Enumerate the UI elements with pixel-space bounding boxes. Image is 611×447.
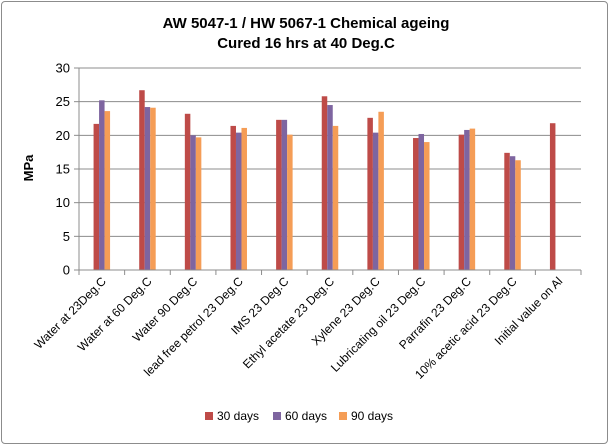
bar	[104, 111, 111, 271]
legend-item: 30 days	[205, 409, 259, 423]
bar	[378, 111, 384, 271]
y-tick-label: 30	[56, 61, 70, 76]
y-tick-label: 15	[56, 162, 70, 177]
bar	[464, 129, 470, 270]
bar	[230, 125, 236, 270]
bar	[99, 100, 105, 270]
bar	[418, 133, 425, 270]
y-tick-label: 10	[56, 195, 70, 210]
bar	[327, 105, 333, 271]
legend-item: 60 days	[273, 409, 327, 423]
bar	[144, 107, 151, 270]
bar	[321, 96, 328, 270]
bar	[184, 113, 191, 270]
legend-label: 60 days	[285, 409, 327, 423]
legend-label: 90 days	[351, 409, 393, 423]
bar	[424, 142, 430, 270]
bar	[150, 107, 156, 270]
bar	[458, 134, 465, 270]
y-tick-label: 5	[63, 229, 70, 244]
bar	[235, 132, 242, 270]
bar	[549, 123, 556, 270]
bar	[469, 128, 476, 270]
legend-label: 30 days	[217, 409, 259, 423]
y-tick-labels: 0 5 10 15 20 25 30	[56, 61, 70, 278]
y-tick-label: 0	[63, 263, 70, 278]
legend-item: 90 days	[339, 409, 393, 423]
bar	[504, 152, 510, 270]
bar	[139, 90, 145, 270]
bar	[367, 117, 373, 271]
bar	[515, 160, 521, 270]
bar	[287, 134, 293, 270]
y-axis-label: MPa	[21, 154, 36, 182]
chart-subtitle: Cured 16 hrs at 40 Deg.C	[217, 35, 395, 52]
bar	[241, 127, 247, 270]
bar	[195, 137, 202, 270]
bar	[372, 132, 379, 270]
legend: 30 days 60 days 90 days	[205, 409, 393, 423]
gridlines	[79, 67, 581, 237]
bar	[190, 135, 196, 270]
legend-swatch	[273, 412, 281, 420]
bar	[413, 138, 419, 270]
x-tick-label: Ethyl acetate 23 Deg.C	[240, 274, 337, 371]
chart-title: AW 5047-1 / HW 5067-1 Chemical ageing	[163, 15, 450, 32]
legend-swatch	[205, 412, 213, 420]
legend-swatch	[339, 412, 347, 420]
axes	[74, 67, 582, 275]
bar	[276, 119, 282, 270]
bar	[281, 119, 288, 270]
bar	[332, 125, 339, 270]
y-tick-label: 25	[56, 94, 70, 109]
bars	[93, 90, 556, 271]
bar	[509, 156, 516, 270]
y-tick-label: 20	[56, 128, 70, 143]
bar	[93, 123, 100, 271]
